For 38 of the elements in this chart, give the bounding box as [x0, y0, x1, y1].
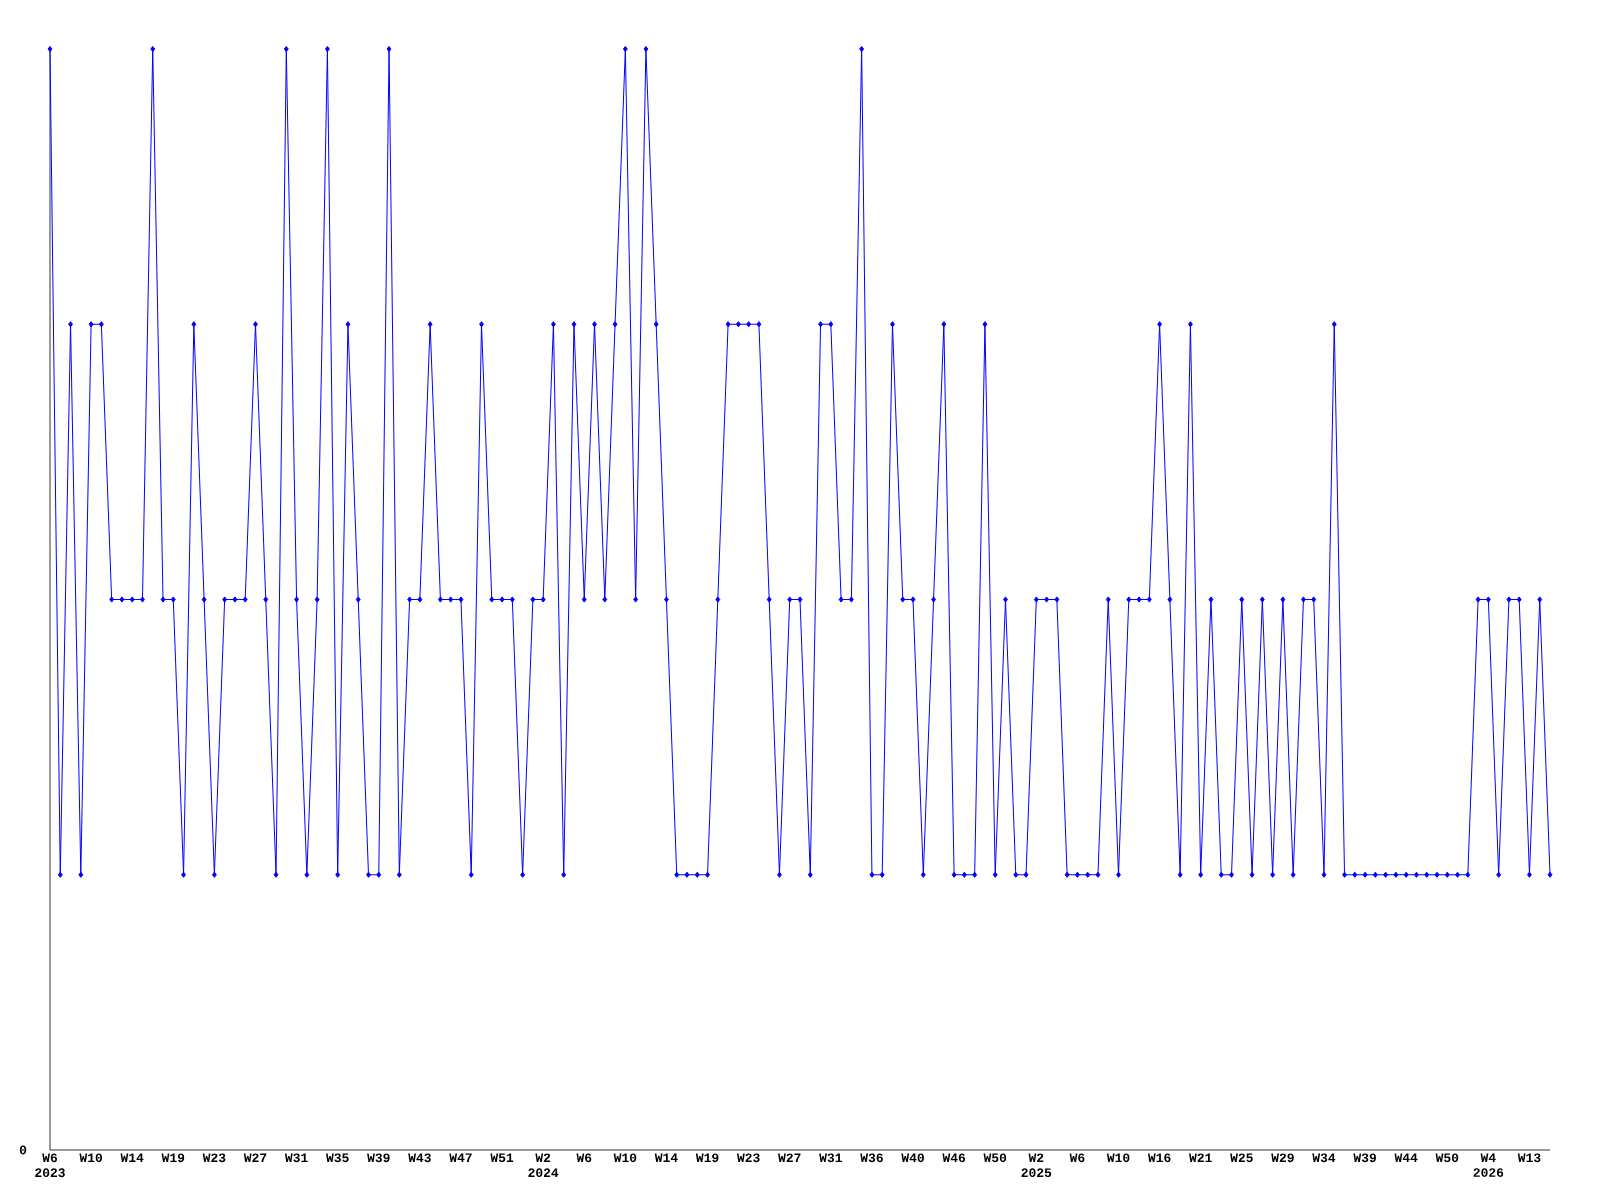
- x-tick-label: W51: [490, 1153, 514, 1163]
- x-tick-label: W6: [576, 1153, 592, 1163]
- x-tick-label: W14: [654, 1153, 678, 1162]
- x-tick-label: W35: [326, 1153, 349, 1163]
- x-tick-label: W21: [1189, 1153, 1212, 1163]
- x-tick-label: W2 2024: [528, 1153, 559, 1178]
- x-tick-label: W31: [819, 1153, 842, 1163]
- x-tick-label: W10: [79, 1153, 103, 1163]
- x-tick-label: W44: [1394, 1153, 1418, 1162]
- x-tick-label: W23: [202, 1153, 226, 1163]
- x-tick-label: W50: [983, 1153, 1007, 1163]
- x-tick-label: W6 2023: [35, 1153, 65, 1178]
- x-tick-label: W36: [860, 1153, 883, 1163]
- x-tick-label: W39: [1353, 1153, 1376, 1163]
- x-tick-label: W14: [120, 1153, 144, 1162]
- x-tick-label: W2 2025: [1021, 1153, 1052, 1178]
- x-tick-label: W50: [1435, 1153, 1459, 1163]
- x-tick-label: W39: [367, 1153, 390, 1163]
- x-tick-label: W19: [695, 1153, 719, 1163]
- x-tick-label: W19: [161, 1153, 185, 1163]
- x-tick-label: W10: [613, 1153, 637, 1163]
- x-tick-label: W31: [284, 1153, 308, 1163]
- x-tick-label: W16: [1147, 1153, 1171, 1163]
- x-tick-label: W6: [1069, 1153, 1085, 1163]
- x-tick-label: W23: [736, 1153, 760, 1163]
- x-tick-label: W34: [1312, 1153, 1336, 1163]
- x-tick-label: W25: [1230, 1153, 1253, 1163]
- x-tick-label: W4 2026: [1473, 1153, 1504, 1177]
- x-tick-label: W40: [901, 1153, 924, 1163]
- x-tick-label: W27: [778, 1153, 801, 1163]
- text: 0: [19, 1145, 27, 1155]
- x-tick-label: W46: [942, 1153, 966, 1163]
- x-tick-label: W29: [1271, 1153, 1294, 1163]
- x-tick-label: W13: [1517, 1153, 1541, 1163]
- x-tick-label: W47: [449, 1153, 472, 1162]
- x-tick-label: W27: [243, 1153, 267, 1163]
- x-tick-label: W43: [408, 1153, 431, 1163]
- x-tick-label: W10: [1106, 1153, 1130, 1163]
